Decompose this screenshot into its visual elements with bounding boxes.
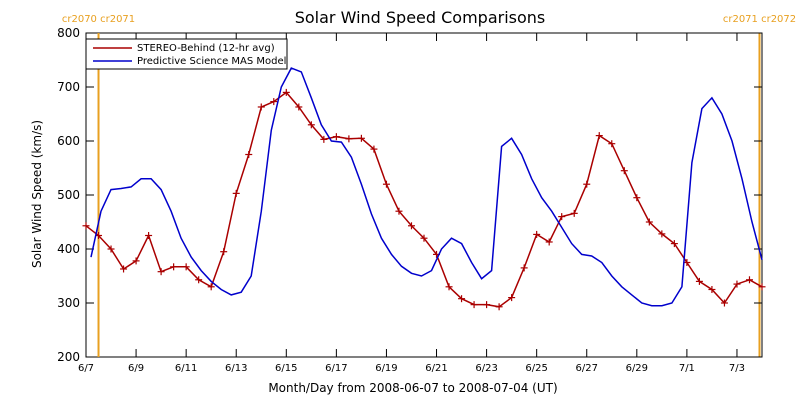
plot-frame: [85, 32, 763, 358]
data-point-marker: [470, 301, 478, 309]
data-point-marker: [207, 283, 215, 291]
data-point-marker: [157, 268, 165, 276]
data-point-marker: [395, 207, 403, 215]
data-point-marker: [282, 88, 290, 96]
y-tick-label: 500: [57, 188, 80, 202]
data-point-marker: [745, 276, 753, 284]
data-point-marker: [382, 180, 390, 188]
data-point-marker: [570, 209, 578, 217]
data-point-marker: [120, 265, 128, 273]
y-axis-label: Solar Wind Speed (km/s): [30, 120, 44, 268]
data-point-marker: [220, 248, 228, 256]
x-tick-label: 6/25: [525, 363, 547, 374]
x-tick-label: 6/21: [425, 363, 447, 374]
data-point-marker: [645, 218, 653, 226]
data-point-marker: [370, 145, 378, 153]
data-point-marker: [608, 140, 616, 148]
data-point-marker: [620, 167, 628, 175]
data-point-marker: [407, 222, 415, 230]
data-point-marker: [182, 263, 190, 271]
data-point-marker: [420, 234, 428, 242]
legend-label-model: Predictive Science MAS Model: [137, 56, 286, 67]
x-tick-label: 6/13: [225, 363, 247, 374]
y-tick-label: 700: [57, 80, 80, 94]
y-tick-label: 300: [57, 296, 80, 310]
legend: STEREO-Behind (12-hr avg) Predictive Sci…: [85, 38, 288, 70]
carrington-rotation-lines: [97, 33, 761, 357]
y-tick-label: 400: [57, 242, 80, 256]
data-point-marker: [357, 134, 365, 142]
data-point-marker: [508, 294, 516, 302]
data-point-marker: [320, 135, 328, 143]
data-point-marker: [245, 151, 253, 158]
x-tick-label: 6/7: [78, 363, 94, 374]
y-tick-label: 600: [57, 134, 80, 148]
series-line-1: [90, 67, 763, 307]
x-tick-label: 7/3: [729, 363, 745, 374]
data-point-marker: [295, 103, 303, 111]
data-point-marker: [345, 135, 353, 143]
data-point-marker: [495, 303, 503, 311]
data-point-marker: [483, 301, 491, 309]
y-tick-label: 800: [57, 26, 80, 40]
data-point-marker: [758, 283, 766, 291]
carrington-label: cr2070 cr2071: [62, 14, 135, 25]
data-point-marker: [270, 98, 278, 106]
series-layer: [82, 67, 766, 311]
data-point-marker: [658, 230, 666, 238]
legend-label-stereo: STEREO-Behind (12-hr avg): [137, 43, 275, 54]
x-tick-label: 6/27: [576, 363, 598, 374]
x-tick-label: 7/1: [679, 363, 695, 374]
data-point-marker: [583, 180, 591, 188]
data-point-marker: [695, 277, 703, 285]
data-point-marker: [232, 189, 240, 197]
data-point-marker: [445, 283, 453, 291]
data-point-marker: [545, 238, 553, 246]
x-axis-label: Month/Day from 2008-06-07 to 2008-07-04 …: [268, 381, 557, 395]
legend-box: [85, 38, 288, 70]
data-point-marker: [332, 133, 340, 141]
data-point-marker: [720, 299, 728, 307]
data-point-marker: [708, 286, 716, 293]
data-point-marker: [595, 132, 603, 140]
data-point-marker: [670, 240, 678, 248]
data-point-marker: [307, 121, 315, 129]
data-point-marker: [633, 194, 641, 202]
data-point-marker: [733, 280, 741, 288]
data-point-marker: [458, 295, 466, 303]
data-point-marker: [145, 232, 153, 239]
x-tick-label: 6/11: [175, 363, 197, 374]
data-point-marker: [132, 257, 140, 265]
x-tick-label: 6/19: [375, 363, 397, 374]
chart-title: Solar Wind Speed Comparisons: [295, 8, 546, 27]
carrington-label: cr2071 cr2072: [723, 14, 796, 25]
y-tick-label: 200: [57, 350, 80, 364]
data-point-marker: [257, 103, 265, 111]
data-point-marker: [520, 264, 528, 272]
data-point-marker: [82, 222, 90, 230]
x-axis-ticks: 6/7 6/9 6/11 6/13 6/15 6/17 6/19 6/21 6/23 6/25 6/…: [78, 33, 745, 374]
x-tick-label: 6/29: [626, 363, 648, 374]
data-point-marker: [107, 245, 115, 253]
data-point-marker: [533, 230, 541, 238]
y-axis-ticks: 200 300 400 500 600 700 800: [57, 26, 762, 364]
x-tick-label: 6/15: [275, 363, 297, 374]
x-tick-label: 6/23: [475, 363, 497, 374]
data-point-marker: [195, 276, 203, 284]
carrington-rotation-labels: cr2070 cr2071 cr2071 cr2072: [62, 14, 796, 25]
x-tick-label: 6/17: [325, 363, 347, 374]
data-point-marker: [558, 213, 566, 221]
x-tick-label: 6/9: [128, 363, 144, 374]
data-point-marker: [170, 263, 178, 271]
